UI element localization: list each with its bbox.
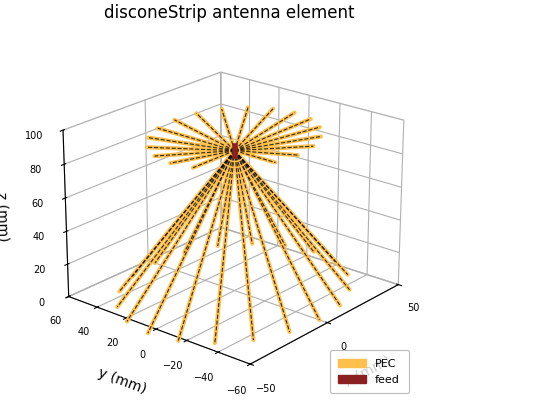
X-axis label: x (mm): x (mm) xyxy=(342,353,393,389)
Legend: PEC, feed: PEC, feed xyxy=(329,350,409,394)
Y-axis label: y (mm): y (mm) xyxy=(96,366,148,396)
Title: disconeStrip antenna element: disconeStrip antenna element xyxy=(104,4,355,22)
